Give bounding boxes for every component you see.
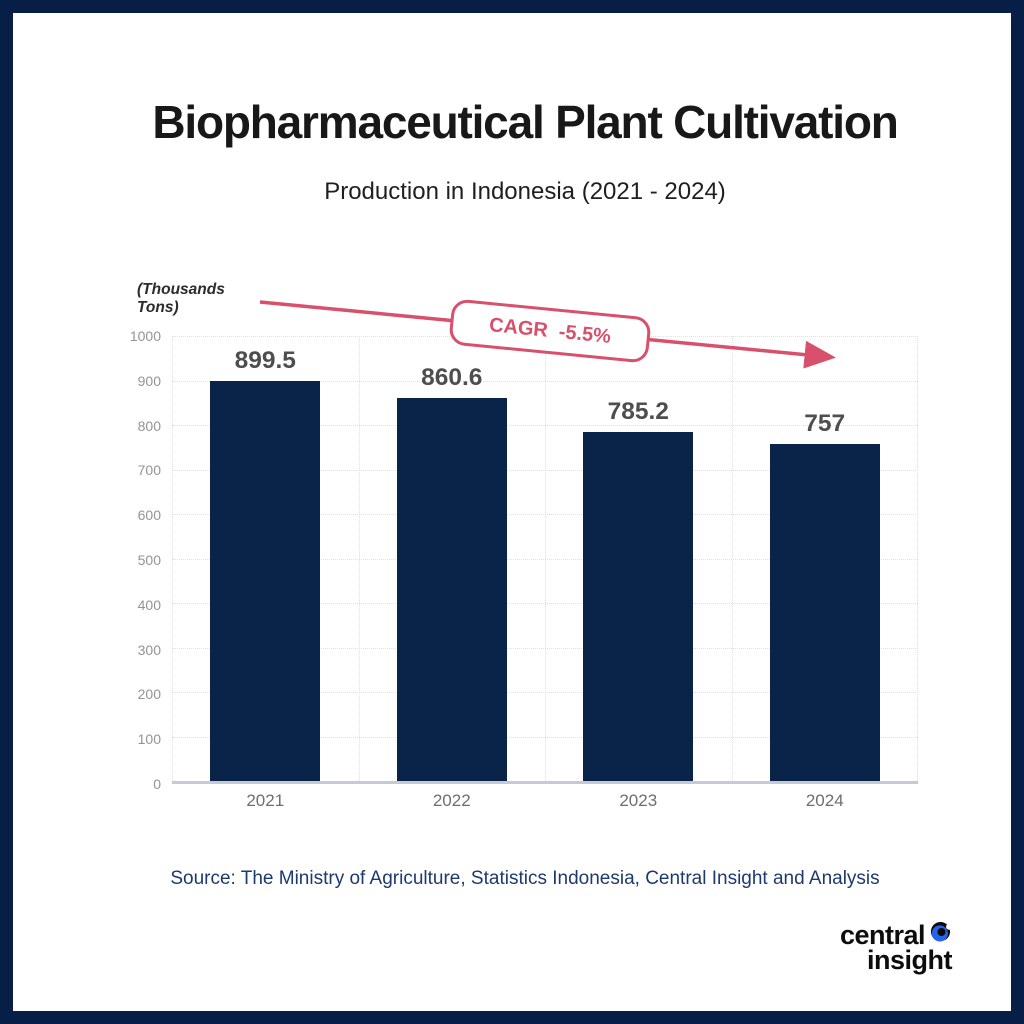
page-title: Biopharmaceutical Plant Cultivation bbox=[152, 96, 898, 148]
x-tick-label: 2021 bbox=[246, 791, 285, 810]
source-note: Source: The Ministry of Agriculture, Sta… bbox=[170, 868, 880, 889]
brand-logo-word2: insight bbox=[867, 945, 953, 975]
gridline-vertical bbox=[358, 336, 360, 781]
y-tick-label: 200 bbox=[137, 686, 161, 703]
bar-value-label: 785.2 bbox=[607, 397, 669, 425]
x-tick-label: 2024 bbox=[805, 791, 844, 810]
bar-value-label: 757 bbox=[804, 410, 846, 438]
brand-logo-row1: central bbox=[839, 920, 953, 950]
x-tick-label: 2023 bbox=[619, 791, 658, 810]
bar-2023 bbox=[583, 431, 694, 781]
bar-2022 bbox=[396, 398, 507, 781]
y-tick-label: 0 bbox=[153, 776, 161, 792]
content-panel: Biopharmaceutical Plant Cultivation Prod… bbox=[13, 13, 1011, 1011]
brand-logo-word1: central bbox=[839, 920, 926, 950]
cagr-annotation-label: CAGR -5.5% bbox=[488, 313, 612, 348]
x-tick-label: 2022 bbox=[432, 791, 471, 810]
bar-value-label: 860.6 bbox=[421, 364, 483, 392]
x-axis-tick-labels: 2021 2022 2023 2024 bbox=[172, 791, 918, 813]
gridline-vertical bbox=[731, 336, 733, 781]
eye-icon bbox=[929, 921, 953, 948]
y-axis-unit-line1: (Thousands bbox=[137, 281, 225, 298]
y-tick-label: 800 bbox=[137, 417, 161, 434]
y-axis-unit-label: (Thousands Tons) bbox=[137, 281, 225, 317]
bar-slot: 860.6 bbox=[359, 336, 546, 781]
bar-2024 bbox=[769, 444, 880, 781]
brand-logo: central insight bbox=[839, 920, 953, 975]
y-tick-label: 1000 bbox=[129, 328, 161, 344]
y-tick-label: 300 bbox=[137, 641, 161, 658]
gridline-vertical bbox=[545, 336, 546, 781]
y-tick-label: 600 bbox=[137, 507, 161, 524]
bar-2021 bbox=[210, 380, 321, 781]
y-axis-unit-line2: Tons) bbox=[137, 299, 179, 316]
bar-slot: 899.5 bbox=[172, 336, 359, 781]
y-tick-label: 700 bbox=[137, 462, 161, 479]
plot-area: 899.5 860.6 785.2 757 bbox=[172, 336, 918, 784]
bar-slot: 757 bbox=[732, 336, 919, 781]
gridline-vertical bbox=[917, 336, 918, 781]
gridline-vertical bbox=[172, 336, 173, 781]
y-tick-label: 100 bbox=[137, 731, 161, 748]
page-subtitle: Production in Indonesia (2021 - 2024) bbox=[324, 178, 726, 205]
bar-slot: 785.2 bbox=[545, 336, 732, 781]
y-tick-label: 900 bbox=[137, 372, 161, 389]
y-tick-label: 400 bbox=[137, 596, 161, 613]
bar-value-label: 899.5 bbox=[234, 346, 296, 374]
y-tick-label: 500 bbox=[137, 552, 161, 568]
y-axis-tick-labels: 0 100 200 300 400 500 600 700 800 900 1000 bbox=[113, 328, 161, 792]
